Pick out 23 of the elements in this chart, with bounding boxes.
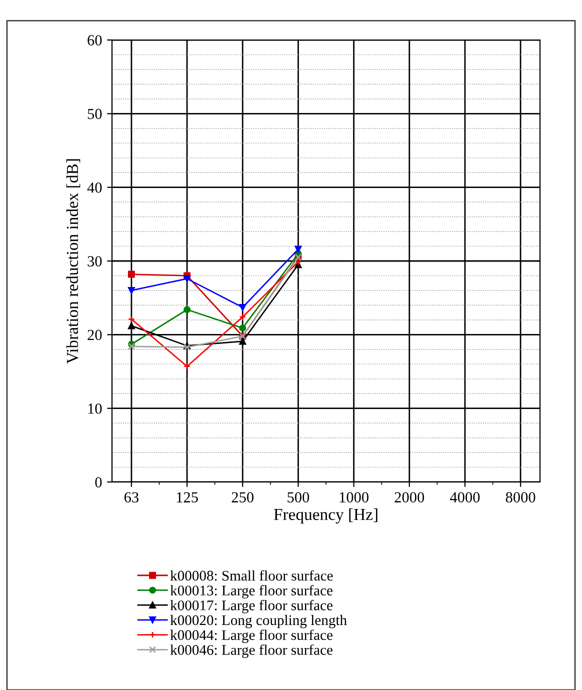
y-tick-label: 40 bbox=[87, 182, 102, 193]
legend-label: k00017: Large floor surface bbox=[170, 600, 332, 614]
x-tick-label: 125 bbox=[176, 492, 198, 502]
y-tick-label: 60 bbox=[88, 35, 102, 46]
legend-label: k00008: Small floor surface bbox=[170, 570, 333, 581]
legend-label: k00020: Long coupling length bbox=[170, 614, 347, 628]
x-tick-label: 2000 bbox=[394, 492, 424, 502]
x-tick-label: 1000 bbox=[340, 492, 368, 502]
x-tick-label: 250 bbox=[232, 492, 254, 502]
y-tick-label: 30 bbox=[88, 256, 102, 266]
x-tick-label: 8000 bbox=[506, 492, 536, 502]
y-tick-label: 10 bbox=[88, 403, 102, 414]
x-tick-label: 4000 bbox=[450, 492, 480, 502]
legend-label: k00044: Large floor surface bbox=[170, 630, 332, 644]
x-tick-label: 63 bbox=[124, 492, 138, 502]
y-tick-label: 0 bbox=[95, 477, 102, 488]
y-tick-label: 50 bbox=[88, 108, 102, 120]
legend-label: k00046: Large floor surface bbox=[170, 644, 332, 658]
x-axis-title: Frequency [Hz] bbox=[274, 508, 378, 524]
legend-label: k00013: Large floor surface bbox=[170, 585, 332, 598]
x-tick-label: 500 bbox=[288, 492, 310, 502]
y-axis-title: Vibration reduction index [dB] bbox=[66, 159, 80, 364]
y-tick-label: 20 bbox=[88, 330, 102, 340]
